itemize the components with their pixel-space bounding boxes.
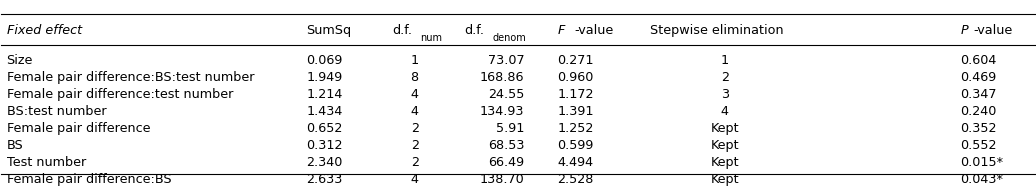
Text: 2.528: 2.528 [557, 173, 594, 186]
Text: 1: 1 [721, 54, 728, 67]
Text: 1.252: 1.252 [557, 122, 594, 135]
Text: d.f.: d.f. [392, 24, 412, 37]
Text: 2: 2 [410, 156, 419, 169]
Text: num: num [420, 33, 441, 43]
Text: 0.347: 0.347 [960, 88, 997, 101]
Text: P: P [960, 24, 968, 37]
Text: Female pair difference: Female pair difference [6, 122, 150, 135]
Text: 0.015*: 0.015* [960, 156, 1003, 169]
Text: 2.633: 2.633 [307, 173, 343, 186]
Text: 1.391: 1.391 [557, 105, 594, 118]
Text: Size: Size [6, 54, 33, 67]
Text: 0.469: 0.469 [960, 71, 997, 84]
Text: Female pair difference:BS: Female pair difference:BS [6, 173, 171, 186]
Text: -value: -value [974, 24, 1013, 37]
Text: 2: 2 [721, 71, 728, 84]
Text: 8: 8 [410, 71, 419, 84]
Text: Test number: Test number [6, 156, 86, 169]
Text: BS: BS [6, 139, 23, 152]
Text: 4: 4 [410, 173, 419, 186]
Text: 4: 4 [410, 105, 419, 118]
Text: 1.214: 1.214 [307, 88, 343, 101]
Text: 0.604: 0.604 [960, 54, 997, 67]
Text: 5.91: 5.91 [496, 122, 524, 135]
Text: BS:test number: BS:test number [6, 105, 106, 118]
Text: 4.494: 4.494 [557, 156, 594, 169]
Text: 2: 2 [410, 139, 419, 152]
Text: 73.07: 73.07 [488, 54, 524, 67]
Text: denom: denom [492, 33, 526, 43]
Text: 134.93: 134.93 [480, 105, 524, 118]
Text: Stepwise elimination: Stepwise elimination [651, 24, 784, 37]
Text: 0.240: 0.240 [960, 105, 997, 118]
Text: 0.312: 0.312 [307, 139, 343, 152]
Text: SumSq: SumSq [307, 24, 351, 37]
Text: 138.70: 138.70 [480, 173, 524, 186]
Text: 0.552: 0.552 [960, 139, 997, 152]
Text: 1: 1 [410, 54, 419, 67]
Text: Kept: Kept [711, 139, 739, 152]
Text: 0.043*: 0.043* [960, 173, 1003, 186]
Text: d.f.: d.f. [464, 24, 484, 37]
Text: 0.960: 0.960 [557, 71, 594, 84]
Text: 4: 4 [410, 88, 419, 101]
Text: 2: 2 [410, 122, 419, 135]
Text: F: F [557, 24, 565, 37]
Text: 168.86: 168.86 [480, 71, 524, 84]
Text: 0.069: 0.069 [307, 54, 343, 67]
Text: 4: 4 [721, 105, 728, 118]
Text: 3: 3 [721, 88, 728, 101]
Text: -value: -value [575, 24, 614, 37]
Text: 66.49: 66.49 [488, 156, 524, 169]
Text: Kept: Kept [711, 156, 739, 169]
Text: 24.55: 24.55 [488, 88, 524, 101]
Text: 2.340: 2.340 [307, 156, 343, 169]
Text: Fixed effect: Fixed effect [6, 24, 82, 37]
Text: 1.434: 1.434 [307, 105, 343, 118]
Text: 1.949: 1.949 [307, 71, 343, 84]
Text: 0.352: 0.352 [960, 122, 997, 135]
Text: 0.271: 0.271 [557, 54, 594, 67]
Text: 0.599: 0.599 [557, 139, 594, 152]
Text: 1.172: 1.172 [557, 88, 594, 101]
Text: 68.53: 68.53 [488, 139, 524, 152]
Text: Female pair difference:BS:test number: Female pair difference:BS:test number [6, 71, 254, 84]
Text: Female pair difference:test number: Female pair difference:test number [6, 88, 233, 101]
Text: Kept: Kept [711, 173, 739, 186]
Text: 0.652: 0.652 [307, 122, 343, 135]
Text: Kept: Kept [711, 122, 739, 135]
